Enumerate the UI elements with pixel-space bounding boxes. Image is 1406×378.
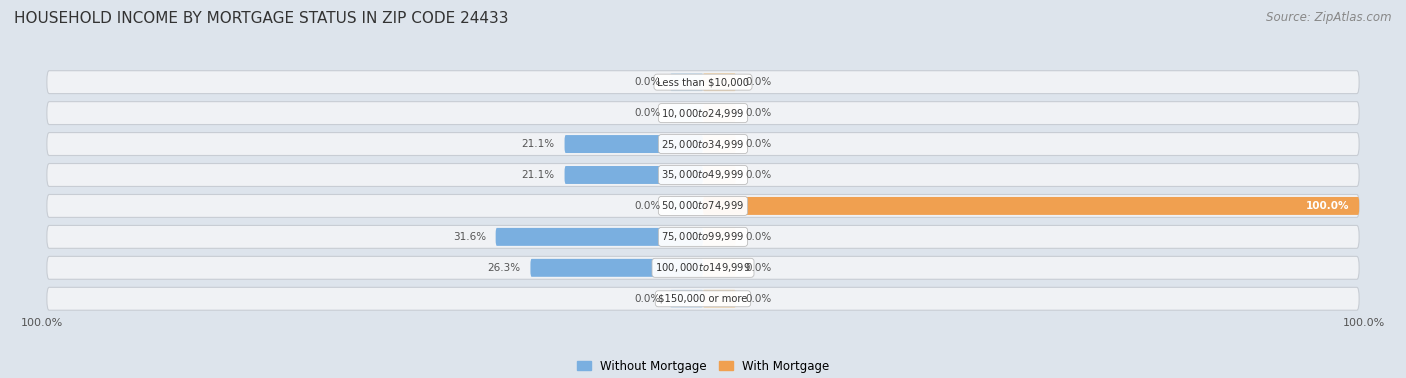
FancyBboxPatch shape <box>46 133 1360 155</box>
FancyBboxPatch shape <box>46 195 1360 217</box>
FancyBboxPatch shape <box>703 259 735 277</box>
Text: 100.0%: 100.0% <box>1306 201 1350 211</box>
Text: $150,000 or more: $150,000 or more <box>658 294 748 304</box>
FancyBboxPatch shape <box>46 164 1360 186</box>
Legend: Without Mortgage, With Mortgage: Without Mortgage, With Mortgage <box>572 355 834 377</box>
Text: 0.0%: 0.0% <box>634 201 661 211</box>
FancyBboxPatch shape <box>671 73 703 91</box>
Text: 0.0%: 0.0% <box>745 263 772 273</box>
FancyBboxPatch shape <box>671 104 703 122</box>
FancyBboxPatch shape <box>565 135 703 153</box>
Text: 0.0%: 0.0% <box>745 77 772 87</box>
FancyBboxPatch shape <box>46 287 1360 310</box>
Text: 0.0%: 0.0% <box>745 294 772 304</box>
Text: 100.0%: 100.0% <box>1343 318 1385 328</box>
FancyBboxPatch shape <box>703 135 735 153</box>
Text: $25,000 to $34,999: $25,000 to $34,999 <box>661 138 745 150</box>
FancyBboxPatch shape <box>46 225 1360 248</box>
FancyBboxPatch shape <box>46 71 1360 94</box>
Text: 0.0%: 0.0% <box>634 77 661 87</box>
FancyBboxPatch shape <box>46 102 1360 124</box>
FancyBboxPatch shape <box>703 197 1360 215</box>
Text: $100,000 to $149,999: $100,000 to $149,999 <box>655 261 751 274</box>
Text: Less than $10,000: Less than $10,000 <box>657 77 749 87</box>
Text: 31.6%: 31.6% <box>453 232 486 242</box>
Text: 100.0%: 100.0% <box>21 318 63 328</box>
Text: 0.0%: 0.0% <box>745 232 772 242</box>
Text: 0.0%: 0.0% <box>745 108 772 118</box>
FancyBboxPatch shape <box>703 73 735 91</box>
Text: $35,000 to $49,999: $35,000 to $49,999 <box>661 169 745 181</box>
FancyBboxPatch shape <box>671 290 703 308</box>
Text: 0.0%: 0.0% <box>745 139 772 149</box>
FancyBboxPatch shape <box>703 228 735 246</box>
Text: 21.1%: 21.1% <box>522 139 555 149</box>
Text: $75,000 to $99,999: $75,000 to $99,999 <box>661 230 745 243</box>
Text: 0.0%: 0.0% <box>634 294 661 304</box>
FancyBboxPatch shape <box>671 197 703 215</box>
Text: $10,000 to $24,999: $10,000 to $24,999 <box>661 107 745 119</box>
Text: $50,000 to $74,999: $50,000 to $74,999 <box>661 200 745 212</box>
Text: 21.1%: 21.1% <box>522 170 555 180</box>
FancyBboxPatch shape <box>703 104 735 122</box>
Text: 0.0%: 0.0% <box>745 170 772 180</box>
Text: 0.0%: 0.0% <box>634 108 661 118</box>
FancyBboxPatch shape <box>530 259 703 277</box>
FancyBboxPatch shape <box>703 290 735 308</box>
FancyBboxPatch shape <box>46 256 1360 279</box>
Text: Source: ZipAtlas.com: Source: ZipAtlas.com <box>1267 11 1392 24</box>
FancyBboxPatch shape <box>703 166 735 184</box>
Text: 26.3%: 26.3% <box>488 263 520 273</box>
FancyBboxPatch shape <box>565 166 703 184</box>
Text: HOUSEHOLD INCOME BY MORTGAGE STATUS IN ZIP CODE 24433: HOUSEHOLD INCOME BY MORTGAGE STATUS IN Z… <box>14 11 509 26</box>
FancyBboxPatch shape <box>496 228 703 246</box>
